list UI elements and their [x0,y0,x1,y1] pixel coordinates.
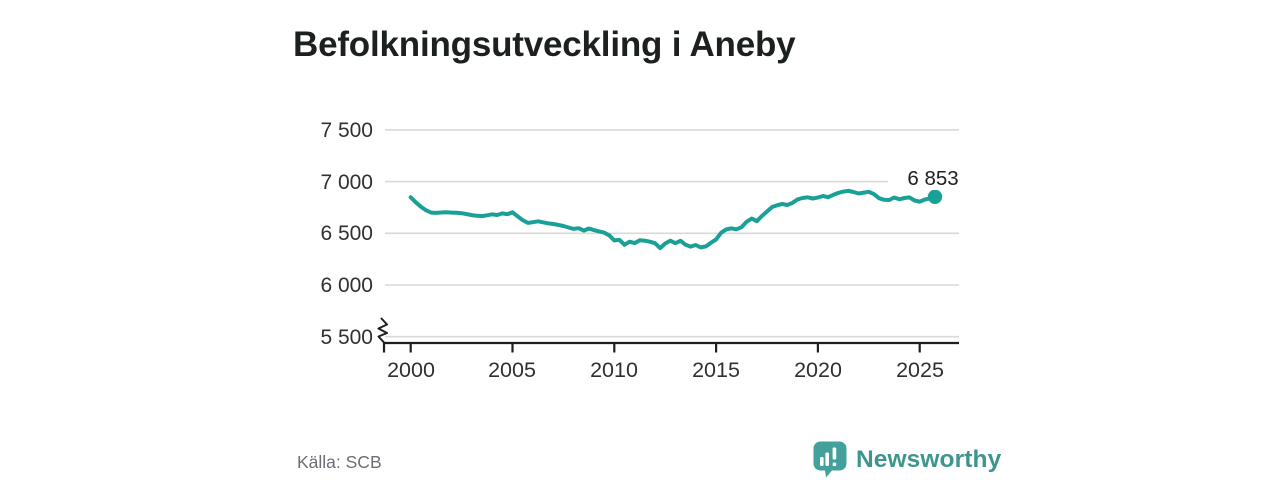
x-axis [382,341,959,353]
y-tick-label: 6 500 [320,222,373,245]
y-tick-label: 5 500 [320,326,373,349]
population-line-series [408,188,943,251]
newsworthy-logo-text: Newsworthy [856,446,1002,473]
y-tick-label: 7 000 [320,171,373,194]
x-tick-label: 2015 [692,358,740,382]
newsworthy-logo[interactable]: Newsworthy [813,441,1001,479]
x-tick-label: 2005 [488,358,536,382]
y-tick-label: 7 500 [320,119,373,142]
x-tick-label: 2020 [794,358,842,382]
x-tick-label: 2025 [896,358,944,382]
chart-title: Befolkningsutveckling i Aneby [293,25,796,65]
source-note: Källa: SCB [297,452,382,472]
x-tick-label: 2000 [387,358,435,382]
end-point-dot [927,189,943,204]
gridlines [385,129,959,338]
y-tick-label: 6 000 [320,274,373,297]
newsworthy-icon [813,441,847,478]
x-tick-label: 2010 [590,358,638,382]
end-value-label: 6 853 [888,167,978,190]
axis-break-icon [377,317,388,344]
